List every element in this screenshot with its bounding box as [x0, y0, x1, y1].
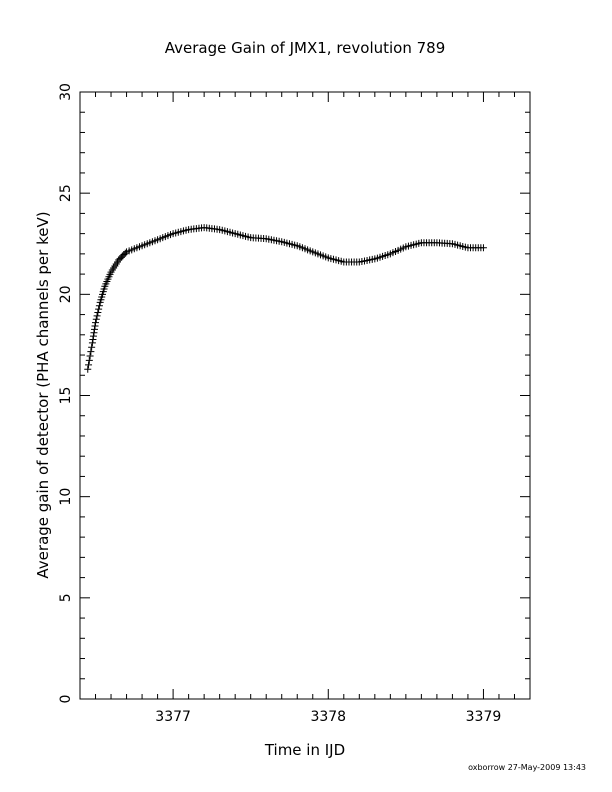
x-tick-label: 3378 — [310, 709, 346, 725]
data-point — [86, 352, 94, 360]
data-point — [93, 312, 101, 320]
data-point — [121, 249, 129, 257]
chart-title: Average Gain of JMX1, revolution 789 — [165, 39, 446, 57]
data-point — [90, 329, 98, 337]
y-tick-label: 5 — [58, 593, 74, 602]
y-tick-label: 0 — [58, 695, 74, 704]
data-point — [90, 325, 98, 333]
plot-frame — [79, 91, 531, 700]
data-point — [94, 309, 102, 317]
y-tick-label: 20 — [58, 285, 74, 303]
y-axis-ticks — [80, 91, 530, 700]
footer-credit: oxborrow 27-May-2009 13:43 — [468, 763, 586, 772]
data-point — [95, 302, 103, 310]
data-point — [85, 361, 93, 369]
data-point — [89, 332, 97, 340]
x-axis-label: Time in IJD — [264, 741, 345, 759]
y-axis-label: Average gain of detector (PHA channels p… — [34, 211, 52, 578]
data-point — [85, 356, 93, 364]
y-tick-label: 25 — [58, 184, 74, 202]
data-point — [84, 365, 92, 373]
data-points — [84, 224, 487, 373]
x-axis-tick-labels: 3377 3378 3379 — [155, 709, 501, 725]
data-point — [89, 336, 97, 344]
data-point — [95, 305, 103, 313]
y-tick-label: 10 — [58, 488, 74, 506]
data-point — [479, 244, 487, 252]
y-axis-tick-labels: 0 5 10 15 20 25 30 — [58, 83, 74, 703]
y-tick-label: 30 — [58, 83, 74, 101]
data-point — [87, 348, 95, 356]
data-point — [88, 339, 96, 347]
data-point — [88, 343, 96, 351]
x-axis-ticks — [79, 92, 531, 699]
data-point — [92, 315, 100, 323]
x-tick-label: 3379 — [466, 709, 502, 725]
x-tick-label: 3377 — [155, 709, 191, 725]
data-point — [92, 319, 100, 327]
data-point — [91, 322, 99, 330]
y-tick-label: 15 — [58, 387, 74, 405]
